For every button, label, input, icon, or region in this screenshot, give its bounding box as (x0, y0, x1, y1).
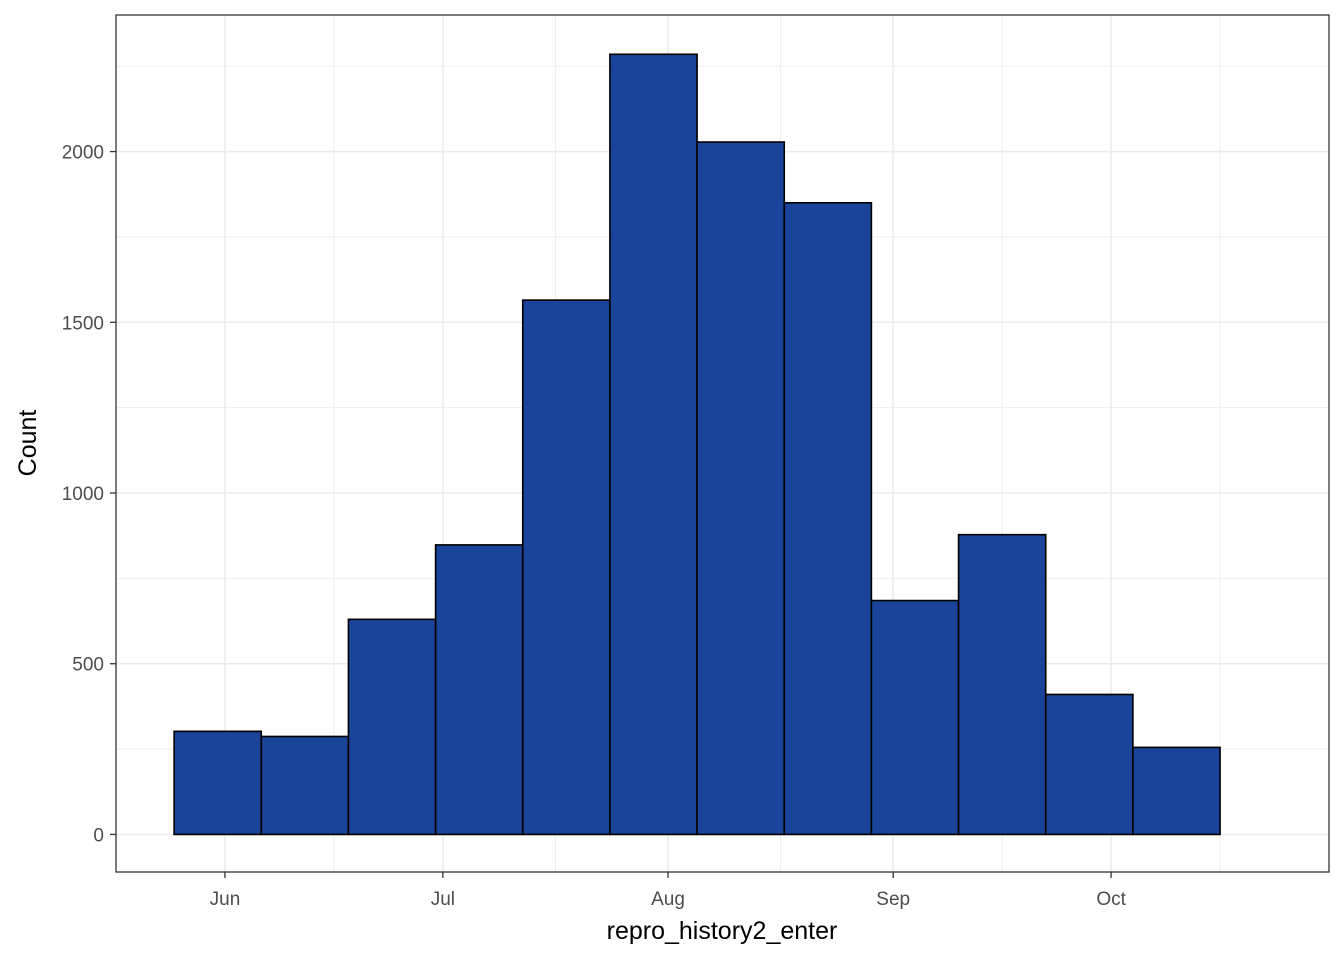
y-axis: 0 500 1000 1500 2000 (62, 143, 116, 846)
histogram-bar-2 (260, 735, 350, 836)
y-tick-label: 500 (72, 655, 104, 676)
panel-border (115, 14, 1330, 873)
histogram-bars (173, 53, 1221, 836)
histogram-bar-8 (783, 201, 873, 836)
histogram-bar-1 (173, 730, 263, 836)
x-tick-label: Jun (210, 889, 241, 910)
y-tick-label: 1500 (62, 313, 104, 334)
histogram-bar-6 (609, 53, 698, 836)
histogram-bar-9 (870, 599, 960, 836)
histogram-bar-5 (521, 299, 611, 836)
x-tick-label: Oct (1096, 889, 1126, 910)
x-tick-label: Jul (431, 889, 455, 910)
x-tick-label: Aug (651, 889, 685, 910)
y-axis-title: Count (14, 410, 42, 477)
x-tick-label: Sep (876, 889, 910, 910)
histogram-bar-3 (347, 618, 437, 836)
x-axis-title: repro_history2_enter (607, 917, 838, 945)
histogram-bar-4 (434, 544, 524, 836)
y-tick-label: 2000 (62, 143, 104, 164)
histogram-bar-10 (957, 533, 1047, 836)
y-tick-label: 1000 (62, 484, 104, 505)
x-axis: Jun Jul Aug Sep Oct (210, 872, 1127, 910)
histogram-bar-12 (1132, 746, 1221, 836)
histogram-bar-11 (1044, 693, 1134, 836)
y-tick-label: 0 (93, 825, 104, 846)
histogram-bar-7 (696, 141, 786, 836)
